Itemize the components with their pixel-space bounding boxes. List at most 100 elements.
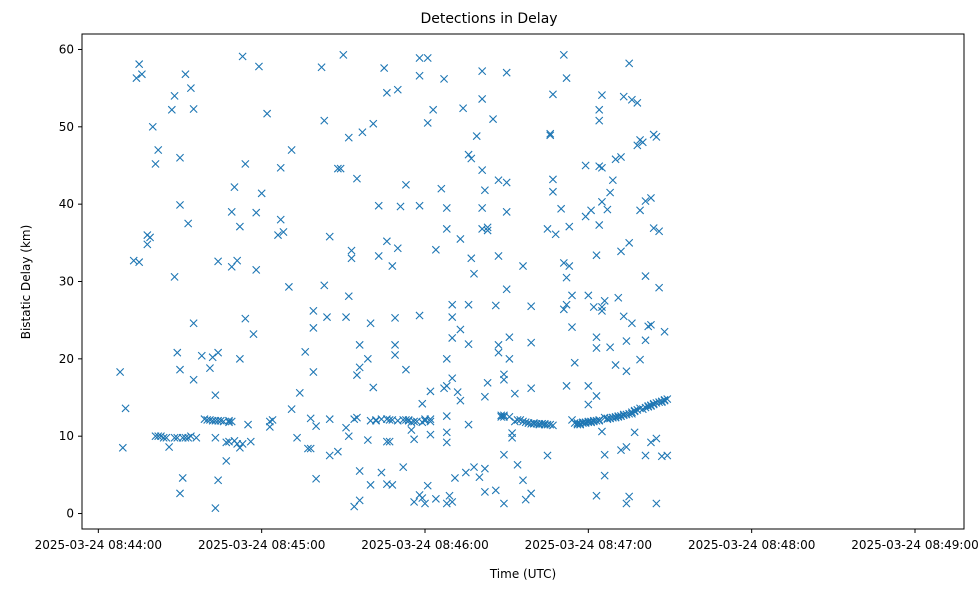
data-point — [396, 202, 405, 211]
data-point — [151, 159, 160, 168]
data-point — [355, 467, 364, 475]
data-point — [391, 313, 400, 322]
data-point — [303, 444, 312, 453]
data-point — [499, 499, 508, 508]
data-point — [325, 232, 334, 241]
data-point — [399, 463, 408, 472]
data-point — [475, 473, 484, 482]
data-point — [132, 74, 141, 83]
data-point — [211, 391, 220, 400]
ticks-layer: 2025-03-24 08:44:00 2025-03-24 08:45:00 20… — [35, 42, 978, 552]
data-point — [546, 129, 555, 138]
data-point — [293, 433, 302, 442]
data-point — [641, 451, 650, 460]
data-point — [491, 301, 500, 310]
data-point — [519, 417, 527, 426]
data-point — [355, 496, 364, 505]
data-point — [502, 207, 511, 216]
data-point — [562, 273, 571, 282]
data-point — [426, 387, 435, 396]
data-point — [423, 481, 432, 490]
data-point — [483, 226, 492, 235]
data-point — [295, 388, 304, 397]
data-point — [135, 258, 144, 267]
data-point — [494, 251, 503, 260]
data-point — [257, 189, 266, 198]
data-point — [568, 291, 576, 300]
plot-area-frame — [81, 33, 965, 530]
data-point — [562, 74, 571, 83]
data-point — [597, 427, 606, 436]
data-point — [274, 231, 282, 240]
data-point — [407, 426, 416, 434]
data-point — [548, 187, 557, 196]
data-point — [167, 105, 176, 114]
data-point — [619, 92, 628, 101]
data-point — [317, 63, 326, 72]
x-tick-label: 2025-03-24 08:48:00 — [688, 538, 815, 552]
data-point — [388, 262, 397, 271]
data-point — [480, 464, 489, 473]
data-point — [606, 188, 615, 197]
data-point — [159, 433, 168, 442]
data-point — [625, 238, 634, 247]
data-point — [595, 416, 604, 425]
data-point — [614, 412, 623, 421]
data-point — [254, 62, 263, 71]
data-point — [309, 306, 318, 315]
data-point — [431, 245, 440, 254]
data-point — [230, 183, 239, 192]
data-point — [176, 489, 184, 498]
data-point — [418, 399, 427, 408]
data-point — [238, 439, 247, 448]
data-point — [619, 312, 628, 321]
data-point — [116, 368, 125, 376]
data-point — [559, 305, 568, 314]
data-point — [480, 487, 489, 496]
data-point — [513, 460, 522, 469]
data-point — [584, 381, 593, 390]
data-point — [442, 499, 451, 508]
data-point — [342, 313, 351, 322]
data-point — [527, 384, 536, 393]
data-point — [189, 319, 198, 328]
data-point — [470, 269, 478, 278]
y-tick-label: 30 — [59, 275, 74, 289]
data-point — [333, 447, 342, 456]
data-point — [548, 175, 557, 184]
data-point — [641, 197, 650, 206]
data-point — [306, 414, 315, 423]
data-point — [646, 193, 655, 202]
data-point — [369, 383, 378, 392]
data-point — [391, 340, 400, 349]
data-point — [519, 476, 527, 485]
data-point — [459, 104, 468, 113]
data-point — [186, 84, 195, 93]
data-point — [401, 180, 410, 189]
data-point — [225, 418, 233, 427]
data-point — [423, 53, 432, 62]
data-point — [208, 353, 217, 362]
data-point — [622, 367, 631, 376]
x-axis-label: Time (UTC) — [489, 567, 556, 581]
data-point — [527, 338, 536, 347]
data-point — [565, 222, 574, 231]
data-point — [527, 489, 536, 498]
data-point — [652, 434, 661, 443]
x-tick-label: 2025-03-24 08:46:00 — [361, 538, 488, 552]
data-point — [478, 204, 487, 213]
data-point — [480, 392, 489, 401]
data-point — [189, 375, 198, 384]
data-point — [464, 150, 473, 159]
data-point — [197, 351, 206, 360]
data-point — [597, 303, 606, 312]
data-point — [241, 159, 250, 168]
data-point — [472, 132, 481, 141]
data-point — [426, 430, 435, 439]
data-point — [391, 350, 400, 359]
data-point — [227, 417, 236, 426]
data-point — [644, 402, 653, 411]
data-point — [154, 432, 163, 441]
data-point — [238, 52, 247, 61]
